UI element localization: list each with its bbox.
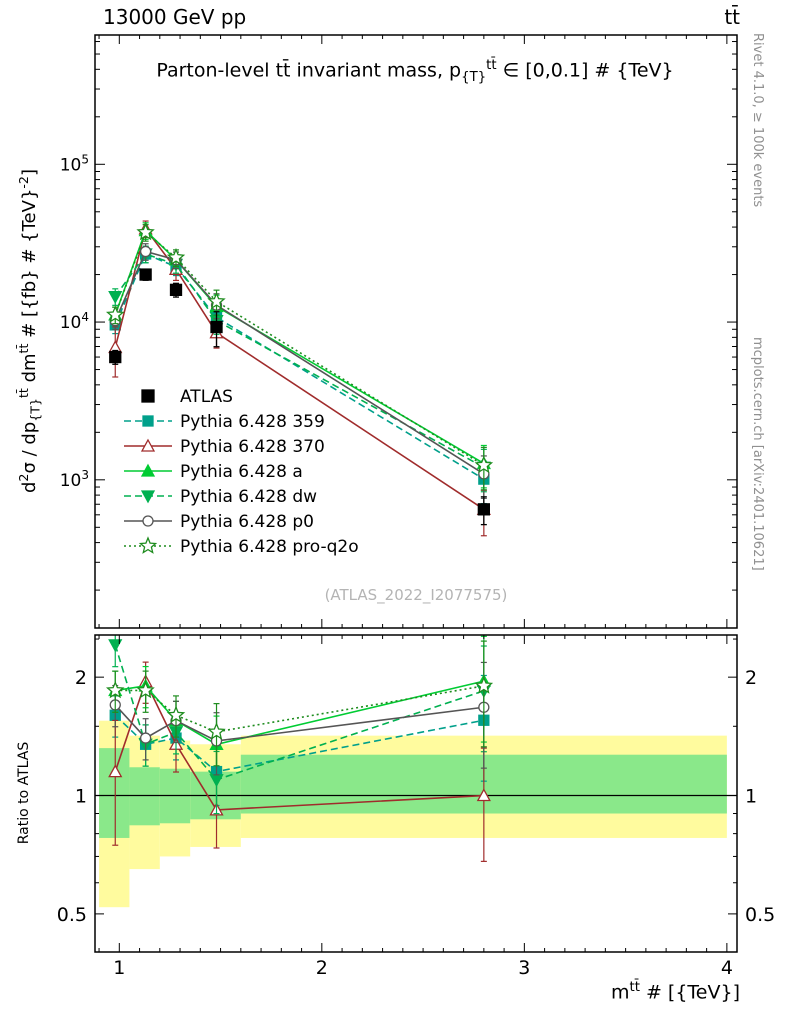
rivet-version-note: Rivet 4.1.0, ≥ 100k events xyxy=(750,33,765,208)
series-top-atlas xyxy=(109,268,490,526)
legend-label-atlas: ATLAS xyxy=(180,387,233,407)
legend-label-3: Pythia 6.428 dw xyxy=(180,487,317,507)
legend-label-1: Pythia 6.428 370 xyxy=(180,437,325,457)
svg-text:2: 2 xyxy=(75,667,87,689)
ratio-panel-frame xyxy=(94,634,738,953)
series-top-5 xyxy=(105,222,494,491)
uncertainty-bands xyxy=(99,720,727,908)
legend-label-2: Pythia 6.428 a xyxy=(180,462,303,482)
top-panel-frame xyxy=(94,34,738,629)
mcplots-arxiv-note: mcplots.cern.ch [arXiv:2401.10621] xyxy=(750,337,765,571)
svg-text:105: 105 xyxy=(60,152,89,175)
svg-text:1: 1 xyxy=(745,786,757,808)
series-top-4 xyxy=(109,243,490,499)
svg-text:2: 2 xyxy=(745,667,757,689)
svg-text:3: 3 xyxy=(518,957,530,979)
legend-label-0: Pythia 6.428 359 xyxy=(180,412,325,432)
svg-text:1: 1 xyxy=(113,957,125,979)
legend: ATLAS Pythia 6.428 359 Pythia 6.428 370 Pyt… xyxy=(124,387,359,557)
svg-text:103: 103 xyxy=(60,468,89,491)
svg-text:4: 4 xyxy=(721,957,733,979)
svg-text:0.5: 0.5 xyxy=(57,904,87,926)
legend-label-4: Pythia 6.428 p0 xyxy=(180,512,314,532)
x-axis-label: mtt̄ # [{TeV}] xyxy=(610,980,740,1004)
ratio-axis-label: Ratio to ATLAS xyxy=(16,741,32,845)
analysis-id-watermark: (ATLAS_2022_I2077575) xyxy=(324,586,508,604)
series-ratio-5 xyxy=(105,640,494,767)
svg-text:1: 1 xyxy=(75,786,87,808)
process-label: tt̄ xyxy=(724,5,740,29)
svg-text:2: 2 xyxy=(316,957,328,979)
beam-energy-label: 13000 GeV pp xyxy=(103,5,247,29)
svg-text:104: 104 xyxy=(60,310,89,333)
plot-title: Parton-level tt̄ invariant mass, p{T}tt̄… xyxy=(156,58,674,86)
legend-label-5: Pythia 6.428 pro-q2o xyxy=(180,537,359,557)
y-axis-label: d2σ / dp{T}tt̄ dmtt̄ # [{fb} # {TeV}-2] xyxy=(16,169,43,493)
svg-text:0.5: 0.5 xyxy=(745,904,775,926)
